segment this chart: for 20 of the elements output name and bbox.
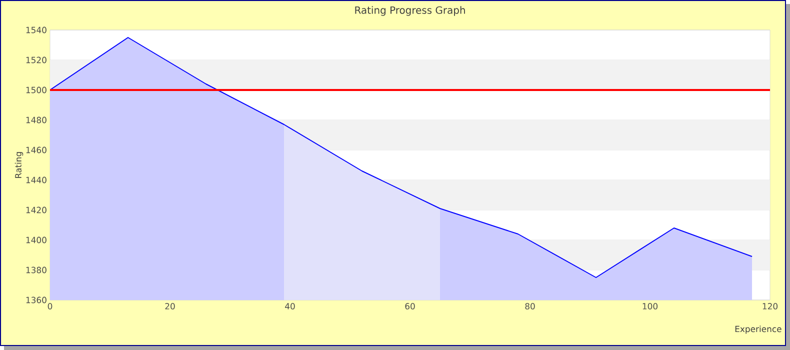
- y-axis-title: Rating: [14, 152, 24, 178]
- y-tick-label: 1420: [26, 206, 46, 214]
- y-tick-label: 1400: [26, 236, 46, 244]
- chart-title: Rating Progress Graph: [355, 6, 465, 16]
- x-tick-label: 60: [405, 303, 415, 310]
- y-tick-label: 1360: [26, 296, 46, 304]
- y-tick-label: 1500: [26, 86, 46, 94]
- y-tick-label: 1540: [26, 26, 46, 34]
- y-tick-label: 1460: [26, 146, 46, 154]
- y-tick-label: 1520: [26, 56, 46, 64]
- x-tick-label: 0: [48, 303, 52, 310]
- y-tick-label: 1380: [26, 266, 46, 274]
- x-tick-label: 80: [525, 303, 535, 310]
- x-tick-label: 120: [762, 303, 778, 310]
- x-tick-label: 20: [165, 303, 175, 310]
- x-tick-label: 100: [642, 303, 658, 310]
- y-tick-label: 1480: [26, 116, 46, 124]
- x-axis-title: Experience: [735, 326, 782, 334]
- y-tick-label: 1440: [26, 176, 46, 184]
- x-tick-label: 40: [285, 303, 295, 310]
